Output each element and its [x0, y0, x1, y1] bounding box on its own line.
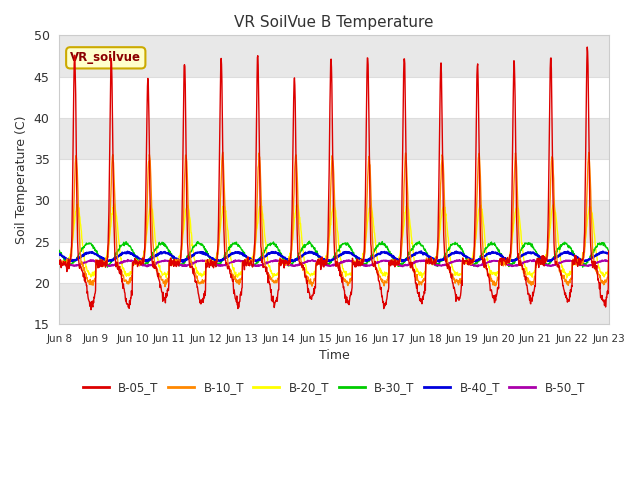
Bar: [60, 36, 609, 77]
Title: VR SoilVue B Temperature: VR SoilVue B Temperature: [234, 15, 434, 30]
Bar: [60, 118, 609, 159]
Y-axis label: Soil Temperature (C): Soil Temperature (C): [15, 116, 28, 244]
Text: VR_soilvue: VR_soilvue: [70, 51, 141, 64]
Legend: B-05_T, B-10_T, B-20_T, B-30_T, B-40_T, B-50_T: B-05_T, B-10_T, B-20_T, B-30_T, B-40_T, …: [78, 377, 590, 399]
Bar: [60, 201, 609, 241]
X-axis label: Time: Time: [319, 349, 349, 362]
Bar: [60, 283, 609, 324]
